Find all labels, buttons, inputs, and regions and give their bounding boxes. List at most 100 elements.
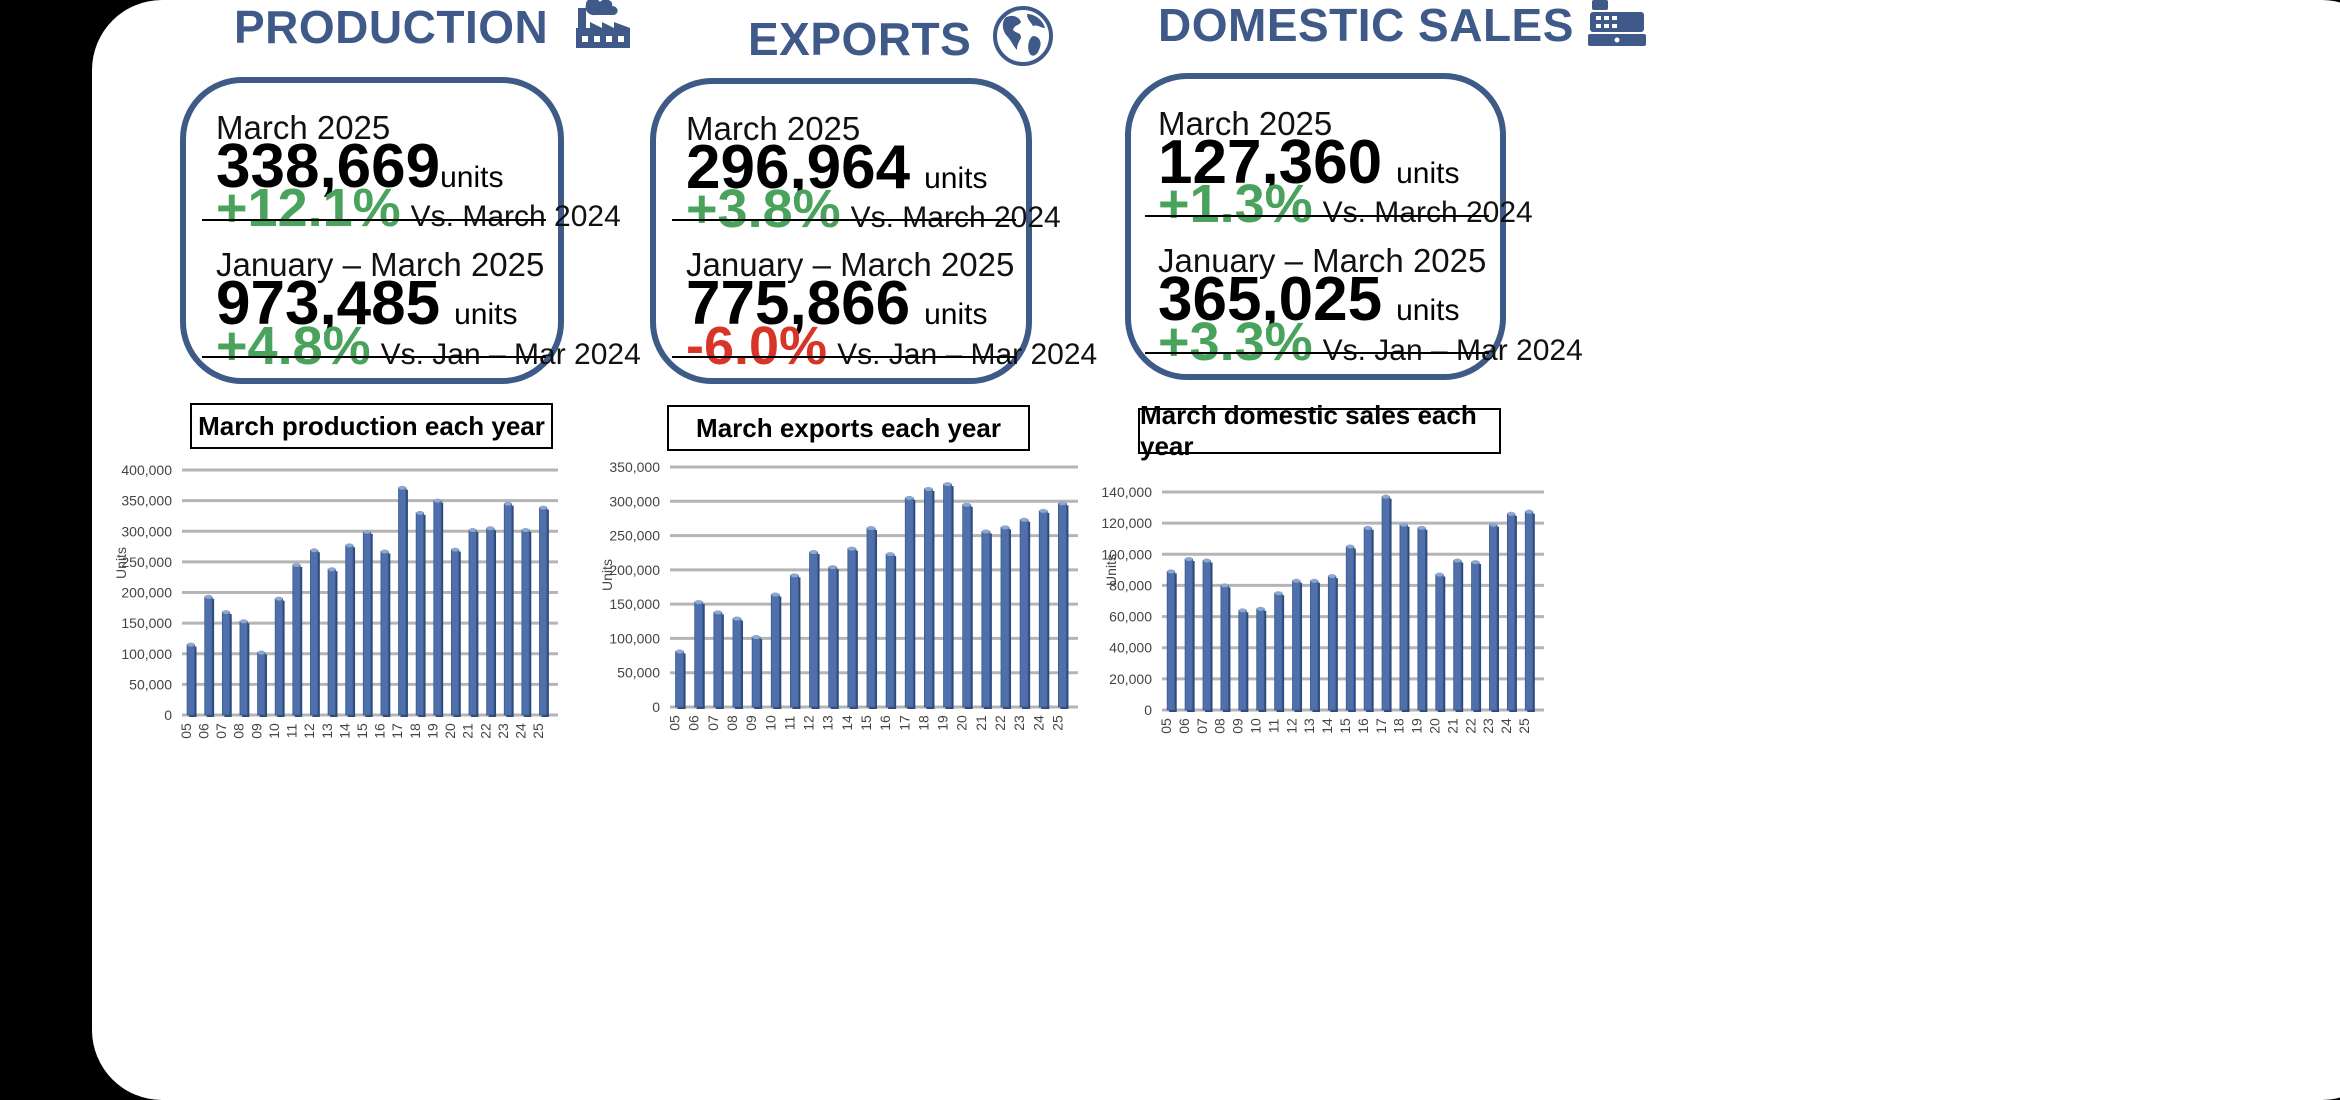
y-tick-label: 150,000 [609,596,660,612]
exports-stat-box: March 2025 296,964 units +3.8% Vs. March 2… [650,78,1097,384]
domestic-chart: 0 20,000 40,000 60,000 80,000 100,000 120,000 1… [1101,484,1544,734]
bar [239,619,250,717]
bar [1184,556,1195,712]
x-tick-label: 24 [1030,715,1046,731]
ytd-unit: units [454,298,518,331]
month-comparison: Vs. March 2024 [850,201,1061,234]
y-tick-label: 120,000 [1101,515,1152,531]
month-comparison: Vs. March 2024 [410,200,621,233]
ytd-change-value: +4.8% [216,316,371,376]
x-tick-label: 06 [195,723,211,739]
month-unit: units [1396,157,1460,190]
bar [962,502,973,709]
bar [362,529,373,717]
ytd-period: January – March 2025 [1158,242,1487,279]
x-tick-label: 08 [724,715,740,731]
exports-chart: 0 50,000 100,000 150,000 200,000 250,000 300,0… [599,459,1078,731]
bar [450,547,461,717]
bar [1435,572,1446,712]
x-tick-label: 21 [460,723,476,739]
y-tick-label: 300,000 [121,523,172,539]
globe-icon [991,6,1055,71]
bar [809,550,820,709]
x-tick-label: 09 [1230,718,1246,734]
y-tick-label: 100,000 [609,630,660,646]
y-tick-label: 400,000 [121,462,172,478]
x-tick-label: 25 [1516,718,1532,734]
ytd-change: -6.0% Vs. Jan – Mar 2024 [686,315,1097,377]
x-tick-label: 22 [1462,718,1478,734]
y-tick-label: 100,000 [121,646,172,662]
bar [327,567,338,717]
bar [904,495,916,709]
bar [924,486,935,709]
x-tick-label: 10 [762,715,778,731]
bar [257,650,267,717]
x-tick-label: 25 [530,723,546,739]
x-tick-label: 09 [743,715,759,731]
y-tick-label: 60,000 [1109,609,1152,625]
bar [415,510,426,717]
bar [751,635,763,709]
x-tick-label: 19 [1409,718,1425,734]
ytd-comparison: Vs. Jan – Mar 2024 [837,338,1098,371]
bar [310,548,320,717]
x-tick-label: 24 [1498,718,1514,734]
exports-header: EXPORTS [748,6,1055,71]
month-value: 296,964 units [686,132,988,203]
y-axis-label: Units [113,547,129,579]
x-tick-label: 12 [301,723,317,739]
month-period: March 2025 [216,109,391,146]
bar [1238,608,1249,712]
month-period: March 2025 [686,110,861,147]
month-change: +12.1% Vs. March 2024 [216,177,621,239]
x-tick-label: 05 [178,723,194,739]
x-tick-label: 16 [1355,718,1371,734]
x-tick-label: 08 [231,723,247,739]
y-tick-label: 200,000 [609,562,660,578]
x-tick-label: 12 [801,715,817,731]
production-chart: 0 50,000 100,000 150,000 200,000 250,000 300,0… [113,462,558,739]
factory-icon [574,0,632,55]
ytd-value-number: 973,485 [216,269,441,338]
y-tick-label: 50,000 [617,665,660,681]
x-tick-label: 08 [1212,718,1228,734]
x-tick-label: 20 [442,723,458,739]
month-value-number: 127,360 [1158,128,1383,197]
bar [694,600,705,709]
x-tick-label: 20 [1427,718,1443,734]
month-comparison: Vs. March 2024 [1322,196,1533,229]
y-tick-label: 100,000 [1101,546,1152,562]
section-title: PRODUCTION [234,0,549,53]
bar [1019,517,1031,709]
ytd-comparison: Vs. Jan – Mar 2024 [1322,334,1583,367]
bar [468,528,479,717]
x-tick-label: 10 [1247,718,1263,734]
ytd-value: 365,025 units [1158,264,1460,335]
ytd-change: +3.3% Vs. Jan – Mar 2024 [1158,311,1583,373]
y-tick-label: 40,000 [1109,640,1152,656]
y-tick-label: 300,000 [609,493,660,509]
ytd-period: January – March 2025 [216,246,545,283]
bar [1453,558,1464,712]
x-tick-label: 23 [1480,718,1496,734]
x-tick-label: 18 [1391,718,1407,734]
x-tick-label: 15 [354,723,370,739]
y-tick-label: 140,000 [1101,484,1152,500]
x-tick-label: 14 [839,715,855,731]
bar [1345,544,1356,712]
bar [943,482,954,709]
x-tick-label: 11 [781,716,797,731]
bar [292,562,303,717]
exports-chart-title: March exports each year [667,405,1030,451]
x-tick-label: 06 [1176,718,1192,734]
x-tick-label: 11 [284,724,300,739]
x-tick-label: 05 [667,715,683,731]
production-chart-title: March production each year [190,403,553,449]
x-tick-label: 06 [686,715,702,731]
bar [847,546,858,709]
month-change: +3.8% Vs. March 2024 [686,178,1061,240]
ytd-change: +4.8% Vs. Jan – Mar 2024 [216,315,641,377]
ytd-comparison: Vs. Jan – Mar 2024 [380,338,641,371]
y-tick-label: 150,000 [121,615,172,631]
